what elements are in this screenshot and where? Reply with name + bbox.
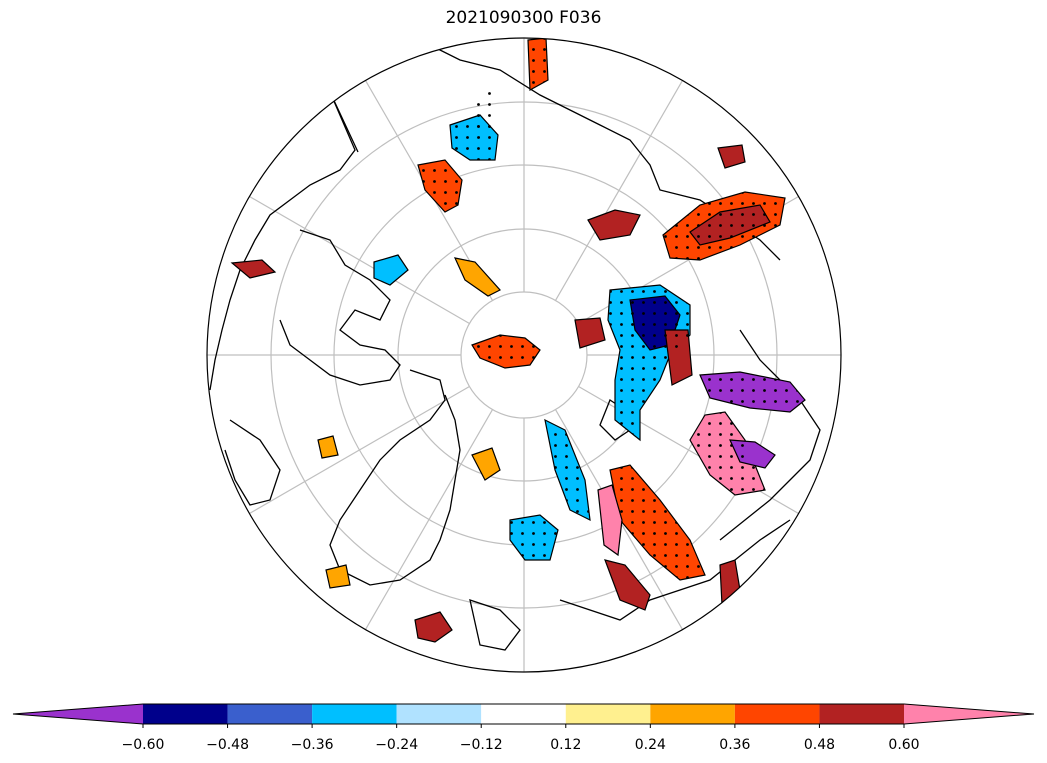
colorbar-bin [396, 704, 482, 724]
coastline-canadian-archipelago [279, 229, 401, 386]
anomaly-region [317, 435, 339, 459]
colorbar-bin [143, 704, 228, 724]
map-boundary [206, 37, 842, 673]
colorbar-tick-label: 0.24 [635, 737, 666, 753]
colorbar-bin [481, 704, 566, 724]
coastline-scandinavia [719, 329, 821, 541]
colorbar-tick-label: 0.48 [804, 737, 835, 753]
meridian-line [249, 385, 470, 515]
colorbar-bin [227, 704, 313, 724]
coastline-north-america [209, 91, 356, 391]
colorbar-tick-label: −0.12 [460, 737, 503, 753]
colorbar-tick-label: −0.48 [206, 737, 249, 753]
anomaly-region [597, 484, 623, 557]
colorbar-tick-label: −0.36 [291, 737, 334, 753]
meridian-line [364, 409, 494, 630]
colorbar-tick-label: −0.60 [122, 737, 165, 753]
coastline-europe [559, 519, 791, 621]
colorbar-bin [312, 704, 397, 724]
meridian-line [554, 80, 684, 301]
map-title: 2021090300 F036 [445, 8, 602, 28]
anomaly-region [325, 564, 351, 589]
map-disc [207, 38, 841, 672]
anomaly-region [471, 447, 501, 481]
colorbar-bin [819, 704, 904, 724]
colorbar-bin [734, 704, 820, 724]
colorbar-tick-label: 0.36 [719, 737, 750, 753]
anomaly-region [414, 611, 453, 643]
colorbar-tick-label: 0.12 [550, 737, 581, 753]
anomaly-region [453, 257, 501, 297]
anomaly-region [604, 559, 651, 611]
colorbar-tick-label: 0.60 [888, 737, 919, 753]
coastline-hudson-bay [224, 419, 281, 506]
significance-stippling [418, 38, 805, 580]
anomaly-region [373, 254, 409, 286]
colorbar-tick-label: −0.24 [375, 737, 418, 753]
anomaly-region [574, 317, 606, 349]
coastline-north-atlantic-islands [469, 599, 521, 651]
anomaly-region [587, 209, 641, 241]
colorbar-bin [565, 704, 651, 724]
anomaly-region [717, 144, 746, 169]
polar-map [206, 37, 842, 673]
anomaly-region [230, 259, 277, 279]
colorbar-bin [13, 704, 143, 724]
colorbar-bin [904, 704, 1034, 724]
colorbar-bin [650, 704, 735, 724]
meridian-line [249, 195, 470, 325]
